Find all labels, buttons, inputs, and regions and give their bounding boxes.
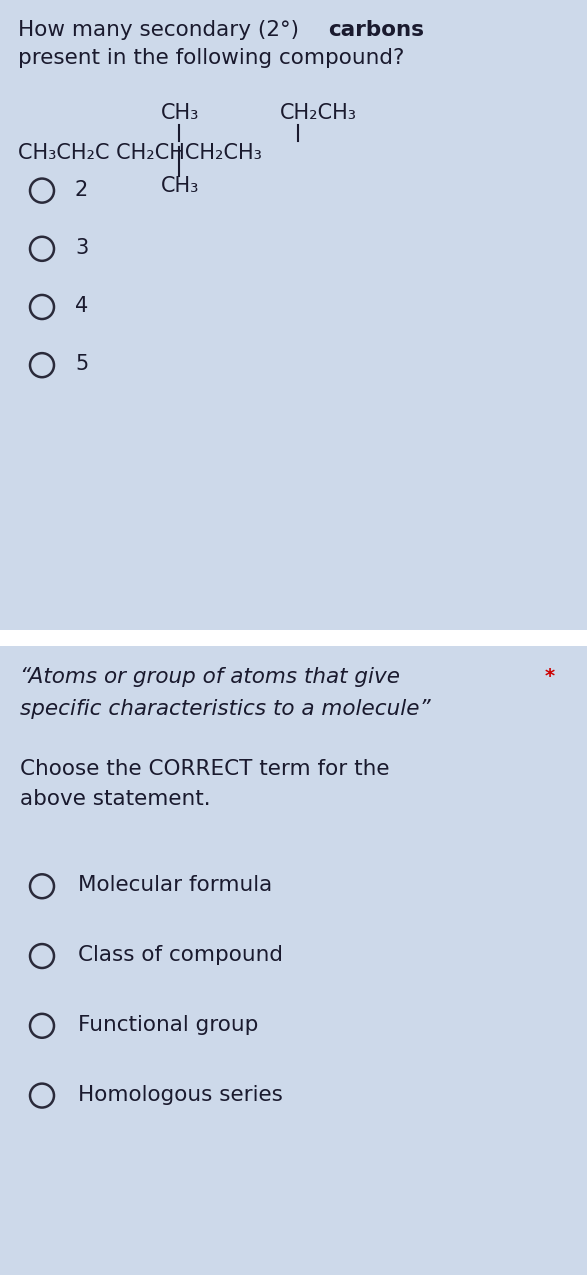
Text: 2: 2 xyxy=(75,180,88,200)
Text: *: * xyxy=(545,667,555,686)
Text: above statement.: above statement. xyxy=(20,788,211,808)
Text: present in the following compound?: present in the following compound? xyxy=(18,48,404,68)
Text: “Atoms or group of atoms that give: “Atoms or group of atoms that give xyxy=(20,667,400,687)
Text: Choose the CORRECT term for the: Choose the CORRECT term for the xyxy=(20,759,390,779)
Text: 3: 3 xyxy=(75,238,88,258)
Text: CH₃: CH₃ xyxy=(161,103,200,124)
Text: CH₂CH₃: CH₂CH₃ xyxy=(280,103,357,124)
Text: 4: 4 xyxy=(75,296,88,316)
Text: carbons: carbons xyxy=(328,20,424,40)
Text: Functional group: Functional group xyxy=(78,1015,258,1035)
Text: CH₃CH₂C CH₂CHCH₂CH₃: CH₃CH₂C CH₂CHCH₂CH₃ xyxy=(18,144,262,163)
Text: CH₃: CH₃ xyxy=(161,176,200,195)
Text: Molecular formula: Molecular formula xyxy=(78,875,272,895)
Text: Class of compound: Class of compound xyxy=(78,945,283,965)
Text: 5: 5 xyxy=(75,354,88,374)
Text: How many secondary (2°): How many secondary (2°) xyxy=(18,20,306,40)
Text: specific characteristics to a molecule”: specific characteristics to a molecule” xyxy=(20,699,431,719)
Text: Homologous series: Homologous series xyxy=(78,1085,283,1104)
